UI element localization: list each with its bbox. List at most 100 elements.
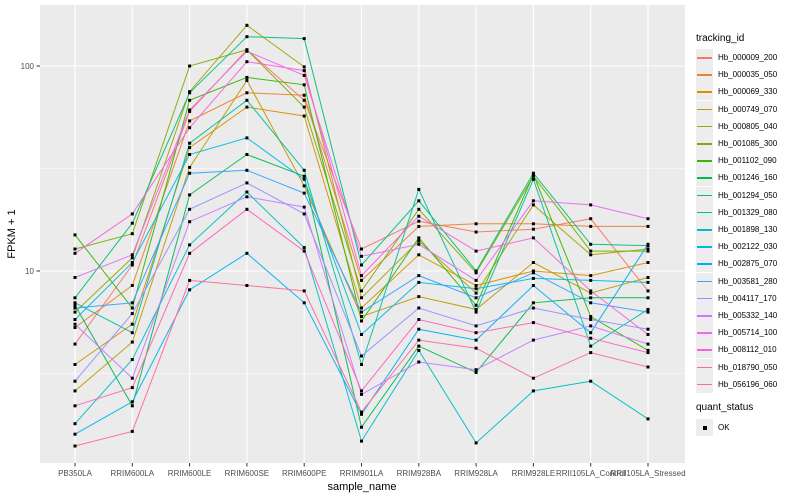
y-axis-title: FPKM + 1 <box>6 209 18 258</box>
data-point <box>360 392 363 396</box>
data-point <box>646 310 650 314</box>
data-point <box>302 83 306 87</box>
data-point <box>302 98 306 102</box>
data-point <box>646 289 650 293</box>
data-point <box>245 49 249 53</box>
data-point <box>589 249 593 253</box>
data-point <box>646 365 650 369</box>
legend-item: Hb_056196_060 <box>696 375 777 393</box>
data-point <box>589 253 593 257</box>
data-point <box>188 98 192 102</box>
data-point <box>130 322 134 326</box>
legend-item-label: Hb_008112_010 <box>718 345 777 355</box>
legend-line-swatch <box>696 341 713 359</box>
data-point <box>531 276 535 280</box>
data-point <box>73 296 77 300</box>
data-point <box>130 312 134 316</box>
data-point <box>474 287 478 291</box>
data-point <box>531 236 535 240</box>
data-point <box>245 35 249 39</box>
data-point <box>302 249 306 253</box>
legend-line-swatch <box>696 152 713 170</box>
legend-item: Hb_001246_160 <box>696 169 778 187</box>
data-point <box>646 417 650 421</box>
data-point <box>130 232 134 236</box>
data-point <box>130 212 134 216</box>
legend-item: Hb_001898_130 <box>696 221 777 238</box>
data-point <box>360 354 363 358</box>
data-point <box>417 207 421 211</box>
data-point <box>417 239 421 243</box>
legend-line-swatch <box>696 221 713 238</box>
legend-line-swatch <box>696 375 713 393</box>
data-point <box>417 295 421 299</box>
data-point <box>531 301 535 305</box>
data-point <box>417 327 421 331</box>
data-point <box>360 247 363 251</box>
data-point <box>302 168 306 172</box>
data-point <box>73 342 77 346</box>
data-point <box>188 146 192 150</box>
data-point <box>589 278 593 282</box>
data-point <box>646 280 650 284</box>
data-point <box>188 141 192 145</box>
legend-item: Hb_000069_330 <box>696 83 777 101</box>
data-point <box>360 274 363 278</box>
data-point <box>245 168 249 172</box>
data-point <box>73 363 77 366</box>
data-point <box>417 187 421 191</box>
data-point <box>646 342 650 346</box>
data-point <box>130 358 134 361</box>
data-point <box>73 247 77 251</box>
data-point <box>474 249 478 253</box>
legend-item: Hb_000805_040 <box>696 117 777 135</box>
data-point <box>531 177 535 181</box>
data-point <box>360 319 363 323</box>
legend-line-swatch <box>696 117 713 135</box>
legend-line-swatch <box>696 169 713 187</box>
legend-item-label: Hb_002122_030 <box>718 242 778 252</box>
data-point <box>245 284 249 287</box>
legend-item-label: Hb_000035_050 <box>718 70 778 80</box>
data-point <box>417 224 421 228</box>
data-point <box>130 386 134 390</box>
legend-line-swatch <box>696 238 713 256</box>
data-point <box>646 333 650 336</box>
data-point <box>302 73 306 77</box>
data-point <box>360 439 363 443</box>
data-point <box>417 348 421 352</box>
legend-item: Hb_003581_280 <box>696 272 777 290</box>
data-point <box>360 296 363 300</box>
data-point <box>531 199 535 203</box>
data-point <box>417 253 421 257</box>
data-point <box>417 274 421 278</box>
data-point <box>245 98 249 102</box>
x-tick-label: RRIM928BA <box>397 469 442 478</box>
legend-item-label: Hb_001898_130 <box>718 225 778 234</box>
legend-item-label: Hb_001246_160 <box>718 173 778 183</box>
data-point <box>474 271 478 275</box>
x-tick-label: RRIM928LE <box>512 469 556 478</box>
legend-item: Hb_001294_050 <box>696 186 777 204</box>
data-point <box>188 251 192 255</box>
data-point <box>302 177 306 181</box>
legend-item: Hb_000009_200 <box>696 49 777 66</box>
legend-title-tracking-id: tracking_id <box>696 33 745 44</box>
data-point <box>73 404 77 408</box>
data-point <box>130 306 134 310</box>
data-point <box>360 425 363 429</box>
legend-line-swatch <box>696 272 713 290</box>
data-point <box>474 310 478 314</box>
x-tick-label: PB350LA <box>58 469 92 478</box>
data-point <box>188 165 192 169</box>
legend-line-swatch <box>696 100 713 118</box>
data-point <box>589 301 593 305</box>
x-tick-label: RRIM600PE <box>282 469 326 478</box>
data-point <box>417 338 421 342</box>
legend-line-swatch <box>696 307 713 324</box>
data-point <box>531 203 535 207</box>
legend-item-label: Hb_004117_170 <box>718 293 777 303</box>
data-point <box>73 379 77 383</box>
data-point <box>589 291 593 295</box>
data-point <box>302 114 306 118</box>
